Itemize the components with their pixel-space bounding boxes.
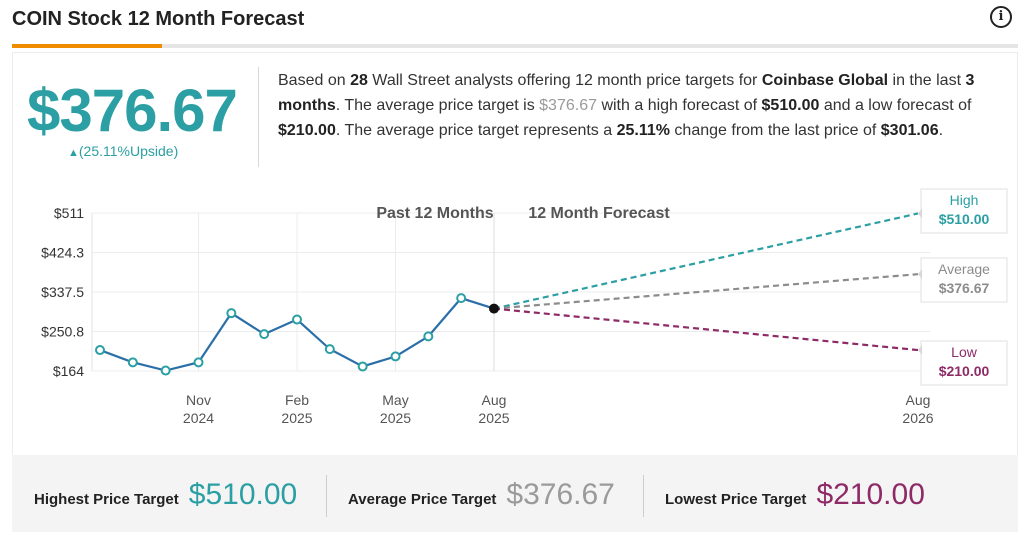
x-tick-label: Aug — [906, 392, 931, 408]
stat-divider — [643, 475, 644, 517]
forecast-line-average — [493, 273, 919, 310]
period: 3 months — [278, 72, 975, 114]
summary-text: . The average price target represents a — [335, 122, 617, 139]
up-triangle-icon: ▲ — [68, 147, 79, 159]
average-target-value: $376.67 — [506, 478, 615, 511]
analyst-count: 28 — [350, 72, 368, 89]
price-point — [226, 308, 237, 319]
stat-divider — [326, 475, 327, 517]
upside-badge: ▲(25.11%Upside) — [68, 143, 178, 159]
summary-text: in the last — [888, 72, 966, 89]
highest-target-value: $510.00 — [188, 478, 298, 511]
highest-target-stat: Highest Price Target $510.00 — [34, 478, 297, 512]
lowest-target-label: Lowest Price Target — [665, 491, 807, 508]
forecast-pointer-high — [918, 208, 922, 219]
forecast-value-low: $210.00 — [939, 363, 990, 379]
summary-text: . The average price target is — [335, 97, 540, 114]
price-point — [292, 314, 302, 325]
price-point — [95, 345, 105, 356]
info-icon[interactable]: i — [990, 6, 1012, 28]
x-tick-label: May — [382, 392, 408, 408]
legend-12-month-forecast: 12 Month Forecast — [528, 205, 670, 222]
title-underline — [12, 44, 1018, 48]
forecast-label-low: Low — [951, 344, 978, 360]
forecast-label-box-low — [920, 340, 1008, 386]
price-point — [259, 329, 270, 340]
forecast-chart: $511 $424.3 $337.5 $250.8 $164 Nov 2024 Feb 2025… — [41, 188, 1008, 426]
upside-text: (25.11%Upside) — [78, 143, 179, 159]
highest-target-label: Highest Price Target — [34, 491, 179, 508]
company-name: Coinbase Global — [761, 72, 889, 89]
forecast-line-high — [493, 212, 919, 310]
average-target-stat: Average Price Target $376.67 — [348, 478, 615, 512]
y-tick-label: $164 — [53, 363, 84, 379]
forecast-label-average: Average — [938, 261, 990, 277]
summary-average: $376.67 — [539, 97, 597, 114]
summary-divider — [258, 67, 259, 167]
x-tick-label: 2026 — [902, 410, 933, 426]
y-tick-label: $337.5 — [41, 284, 84, 300]
legend-past-12-months: Past 12 Months — [376, 205, 493, 222]
summary-text: with a high forecast of — [597, 97, 762, 114]
summary-text: Wall Street analysts offering 12 month p… — [367, 72, 762, 89]
forecast-label-box-high — [920, 188, 1008, 234]
summary-change: 25.11% — [616, 122, 670, 139]
forecast-line-low — [493, 307, 919, 352]
lowest-target-value: $210.00 — [816, 478, 925, 511]
average-price-target-big: $376.67 — [27, 77, 238, 144]
forecast-value-high: $510.00 — [939, 211, 990, 227]
y-tick-label: $424.3 — [41, 244, 84, 260]
forecast-pointer-average — [918, 269, 922, 280]
x-tick-label: 2024 — [183, 410, 214, 426]
x-tick-label: 2025 — [281, 410, 312, 426]
x-tick-label: Nov — [186, 392, 211, 408]
average-target-label: Average Price Target — [348, 491, 497, 508]
price-point — [357, 361, 368, 372]
y-tick-label: $511 — [54, 205, 84, 221]
forecast-label-box-average — [920, 257, 1008, 303]
x-tick-label: 2025 — [478, 410, 509, 426]
lowest-target-stat: Lowest Price Target $210.00 — [665, 478, 925, 512]
price-point — [423, 331, 434, 342]
title-bar: COIN Stock 12 Month Forecast i — [0, 0, 1024, 48]
summary-paragraph: Based on 28 Wall Street analysts offerin… — [278, 68, 998, 143]
page-title: COIN Stock 12 Month Forecast — [12, 8, 305, 30]
price-point — [390, 351, 401, 362]
x-tick-label: Aug — [482, 392, 507, 408]
forecast-label-high: High — [950, 192, 979, 208]
y-tick-label: $250.8 — [41, 323, 84, 339]
x-tick-label: 2025 — [380, 410, 411, 426]
summary-text: change from the last price of — [669, 122, 881, 139]
price-point — [193, 357, 204, 368]
last-price-point — [489, 303, 499, 314]
forecast-value-average: $376.67 — [939, 280, 990, 296]
title-underline-accent — [12, 44, 162, 48]
summary-text: and a low forecast of — [819, 97, 972, 114]
price-point — [324, 344, 335, 355]
summary-low: $210.00 — [278, 122, 336, 139]
price-point — [456, 293, 467, 304]
price-point — [127, 357, 138, 368]
summary-last-price: $301.06 — [880, 122, 939, 139]
summary-text: . — [938, 122, 944, 139]
forecast-pointer-low — [918, 345, 922, 356]
price-target-bar — [12, 455, 1018, 532]
summary-text: Based on — [278, 72, 351, 89]
price-point — [160, 365, 171, 376]
x-tick-label: Feb — [285, 392, 309, 408]
summary-high: $510.00 — [761, 97, 820, 114]
